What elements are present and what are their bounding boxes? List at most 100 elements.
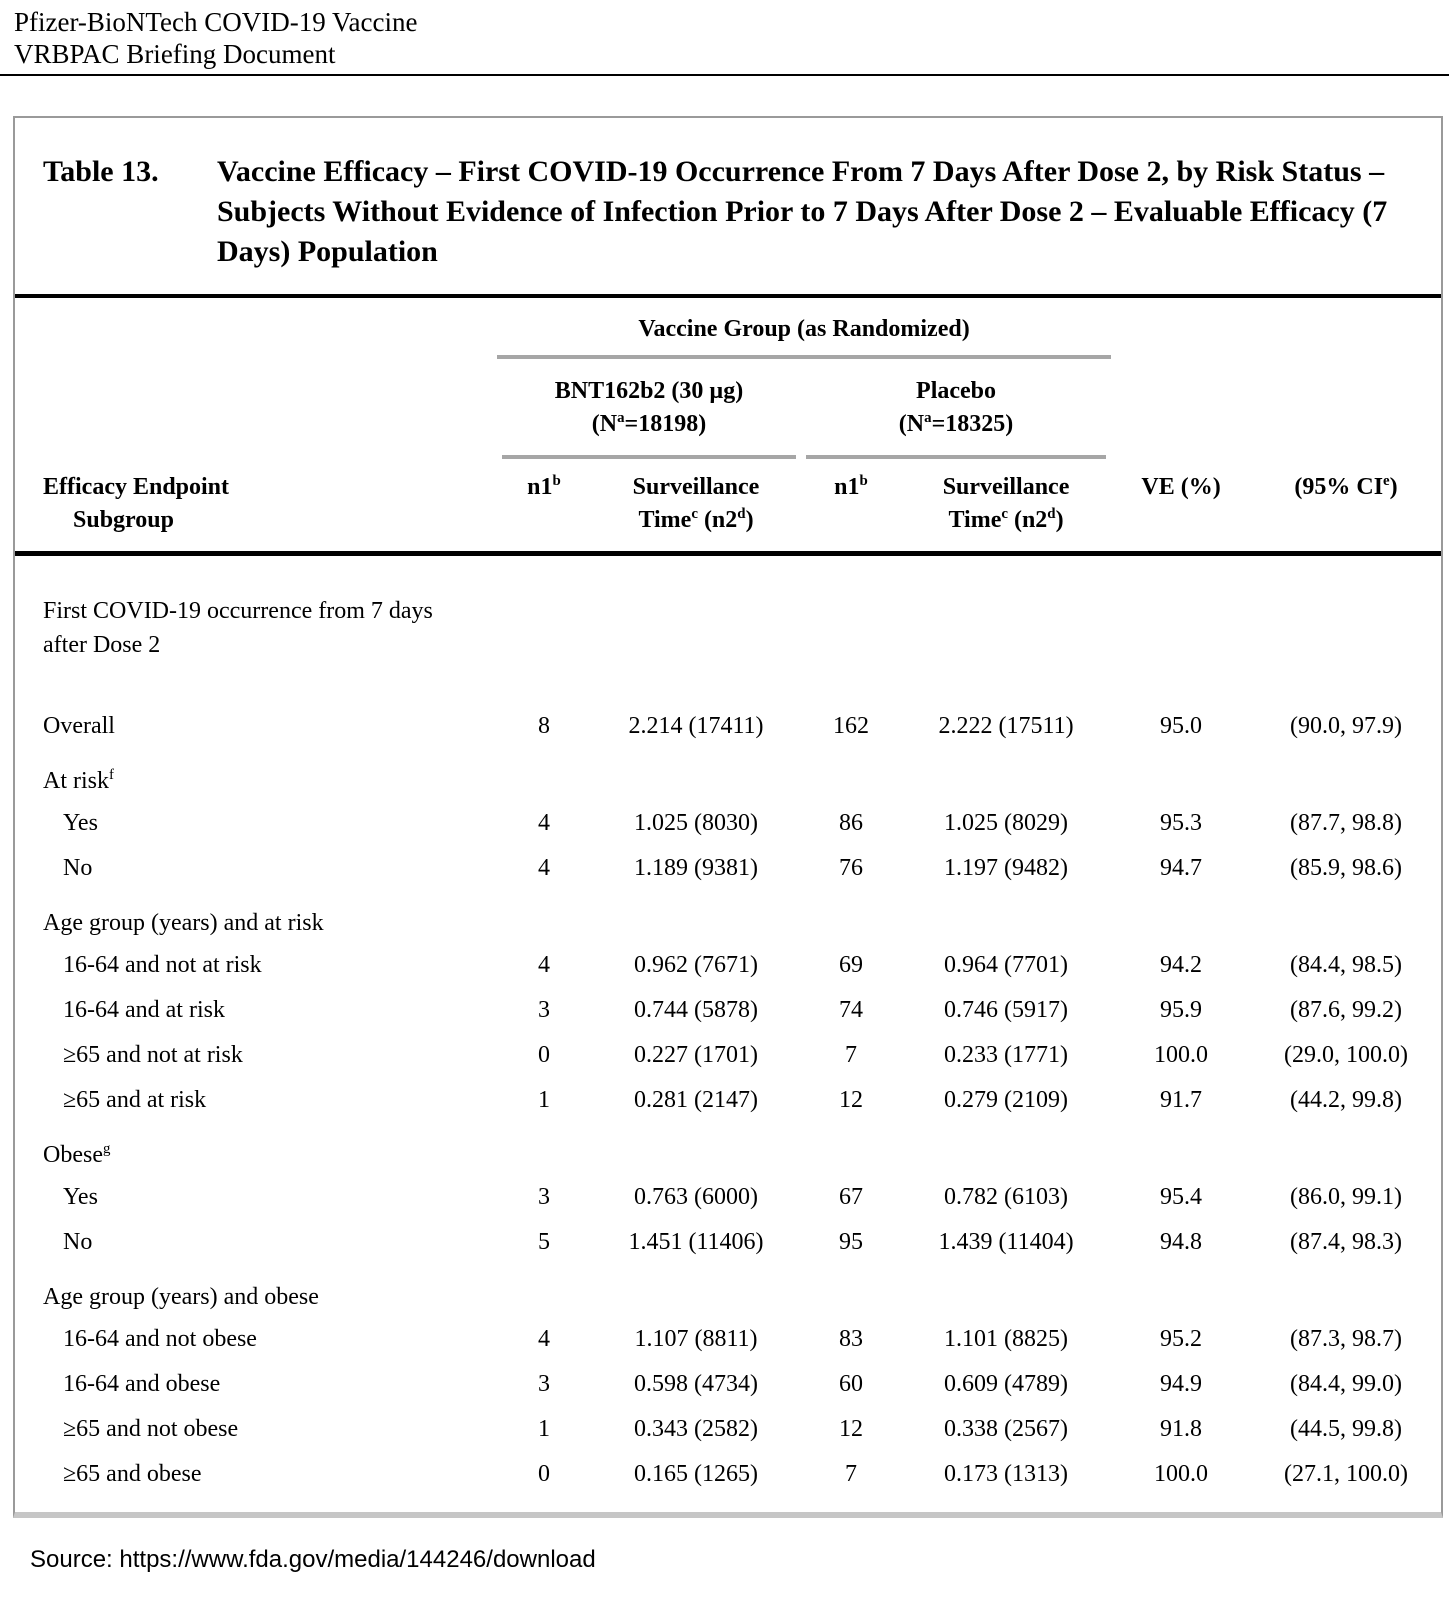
cell-surveillance-time-vaccine: 0.744 (5878)	[634, 997, 758, 1023]
table-row: ≥65 and not at risk 0 0.227 (1701) 7 0.233 (…	[15, 1033, 1441, 1078]
cell-n1-vaccine: 4	[538, 952, 550, 978]
cell-surveillance-time-placebo: 0.782 (6103)	[944, 1184, 1069, 1210]
cell-n1-vaccine: 3	[538, 1184, 550, 1210]
cell-surveillance-time-vaccine: 0.763 (6000)	[634, 1184, 758, 1210]
cell-ve-percent: 100.0	[1154, 1461, 1209, 1487]
cell-ci-95: (87.4, 98.3)	[1290, 1229, 1403, 1255]
cell-n1-placebo: 74	[839, 997, 863, 1023]
cell-surveillance-time-placebo	[901, 749, 1111, 801]
group-name-bnt162b2: BNT162b2 (30 µg)	[554, 378, 744, 404]
cell-surveillance-time-placebo: 0.233 (1771)	[944, 1042, 1069, 1068]
cell-ci-95: (84.4, 98.5)	[1290, 952, 1403, 978]
vaccine-group-underline	[497, 355, 1112, 359]
cell-ci-95	[1251, 1123, 1441, 1175]
cell-ve-percent	[1111, 749, 1251, 801]
group-n-placebo: (Na=18325)	[898, 410, 1014, 437]
section-row: Age group (years) and obese	[15, 1265, 1441, 1317]
cell-surveillance-time-placebo: 0.173 (1313)	[944, 1461, 1069, 1487]
cell-ve-percent: 91.8	[1160, 1416, 1203, 1442]
table-body: First COVID-19 occurrence from 7 days af…	[15, 554, 1441, 1513]
cell-n1-vaccine: 3	[538, 1371, 550, 1397]
column-header-ci: (95% CIe)	[1251, 459, 1441, 556]
cell-surveillance-time-vaccine: 0.598 (4734)	[634, 1371, 758, 1397]
group-underline-placebo	[806, 455, 1107, 459]
cell-ci-95: (87.7, 98.8)	[1290, 810, 1403, 836]
table-13-container: Table 13. Vaccine Efficacy – First COVID…	[13, 116, 1443, 1518]
table-row: Yes 3 0.763 (6000) 67 0.782 (6103) 95.4 (86.0,…	[15, 1175, 1441, 1220]
cell-surveillance-time-placebo	[901, 891, 1111, 943]
cell-ci-95: (44.5, 99.8)	[1290, 1416, 1403, 1442]
cell-n1-placebo: 162	[833, 713, 869, 739]
table-row: Overall 8 2.214 (17411) 162 2.222 (17511) 95.…	[15, 704, 1441, 749]
table-row: ≥65 and obese 0 0.165 (1265) 7 0.173 (1313) 1…	[15, 1452, 1441, 1512]
cell-surveillance-time-vaccine	[591, 554, 801, 705]
cell-n1-placebo: 69	[839, 952, 863, 978]
section-row: At riskf	[15, 749, 1441, 801]
cell-ci-95	[1251, 554, 1441, 705]
cell-n1-placebo: 12	[839, 1087, 863, 1113]
cell-n1-placebo: 60	[839, 1371, 863, 1397]
cell-surveillance-time-placebo: 0.609 (4789)	[944, 1371, 1069, 1397]
vaccine-group-header: Vaccine Group (as Randomized)	[497, 298, 1112, 359]
cell-ve-percent	[1111, 554, 1251, 705]
cell-ci-95: (87.6, 99.2)	[1290, 997, 1403, 1023]
cell-ve-percent: 95.9	[1160, 997, 1203, 1023]
cell-surveillance-time-vaccine: 1.451 (11406)	[628, 1229, 764, 1255]
cell-surveillance-time-placebo: 0.279 (2109)	[944, 1087, 1069, 1113]
cell-ve-percent: 95.0	[1160, 713, 1203, 739]
section-row: Age group (years) and at risk	[15, 891, 1441, 943]
table-row: 16-64 and not obese 4 1.107 (8811) 83 1.101 …	[15, 1317, 1441, 1362]
column-header-ve: VE (%)	[1111, 459, 1252, 556]
cell-n1-vaccine	[497, 749, 591, 801]
cell-n1-placebo: 86	[839, 810, 863, 836]
document-header-line2: VRBPAC Briefing Document	[14, 39, 336, 69]
table-row: ≥65 and not obese 1 0.343 (2582) 12 0.338 (2…	[15, 1407, 1441, 1452]
cell-ve-percent: 94.2	[1160, 952, 1203, 978]
efficacy-table: Vaccine Group (as Randomized) BNT162b2 (…	[15, 298, 1441, 1512]
section-row: Obeseg	[15, 1123, 1441, 1175]
table-title: Vaccine Efficacy – First COVID-19 Occurr…	[217, 155, 1388, 268]
cell-ci-95: (86.0, 99.1)	[1290, 1184, 1403, 1210]
row-label: Yes	[63, 1184, 98, 1210]
cell-ve-percent	[1111, 1123, 1251, 1175]
column-header-surveillance-placebo: Surveillance Timec (n2d)	[901, 459, 1112, 556]
column-header-n1-placebo: n1b	[801, 459, 901, 556]
cell-n1-placebo	[801, 891, 901, 943]
table-row: 16-64 and obese 3 0.598 (4734) 60 0.609 (478…	[15, 1362, 1441, 1407]
cell-n1-vaccine: 8	[538, 713, 550, 739]
row-label: ≥65 and at risk	[63, 1087, 207, 1113]
cell-surveillance-time-placebo: 2.222 (17511)	[938, 713, 1074, 739]
row-label: No	[63, 855, 93, 881]
cell-surveillance-time-placebo	[901, 554, 1111, 705]
cell-ci-95: (90.0, 97.9)	[1290, 713, 1403, 739]
cell-surveillance-time-vaccine: 0.343 (2582)	[634, 1416, 758, 1442]
cell-surveillance-time-vaccine	[591, 1123, 801, 1175]
cell-ve-percent: 95.4	[1160, 1184, 1203, 1210]
column-header-n1-vaccine: n1b	[497, 459, 591, 556]
cell-surveillance-time-vaccine: 0.281 (2147)	[634, 1087, 758, 1113]
cell-n1-vaccine: 0	[538, 1461, 550, 1487]
cell-surveillance-time-placebo: 0.338 (2567)	[944, 1416, 1069, 1442]
cell-n1-vaccine: 0	[538, 1042, 550, 1068]
row-label: 16-64 and not at risk	[63, 952, 262, 978]
row-label: 16-64 and obese	[63, 1371, 221, 1397]
section-label: First COVID-19 occurrence from 7 days af…	[43, 598, 433, 658]
cell-ve-percent	[1111, 891, 1251, 943]
cell-ci-95: (29.0, 100.0)	[1284, 1042, 1409, 1068]
section-label: Age group (years) and at risk	[43, 910, 324, 936]
cell-surveillance-time-vaccine	[591, 749, 801, 801]
group-name-placebo: Placebo	[916, 378, 997, 404]
cell-surveillance-time-placebo: 1.197 (9482)	[944, 855, 1069, 881]
cell-n1-placebo	[801, 1123, 901, 1175]
cell-surveillance-time-placebo: 1.101 (8825)	[944, 1326, 1069, 1352]
table-row: 16-64 and at risk 3 0.744 (5878) 74 0.746 (5…	[15, 988, 1441, 1033]
cell-ve-percent: 94.7	[1160, 855, 1203, 881]
cell-ci-95	[1251, 749, 1441, 801]
table-row: ≥65 and at risk 1 0.281 (2147) 12 0.279 (210…	[15, 1078, 1441, 1123]
cell-n1-vaccine: 1	[538, 1087, 550, 1113]
section-label: At riskf	[43, 767, 114, 794]
source-citation: Source: https://www.fda.gov/media/144246…	[30, 1546, 596, 1573]
cell-n1-vaccine: 4	[538, 1326, 550, 1352]
cell-n1-vaccine	[497, 1123, 591, 1175]
cell-ve-percent: 91.7	[1160, 1087, 1203, 1113]
